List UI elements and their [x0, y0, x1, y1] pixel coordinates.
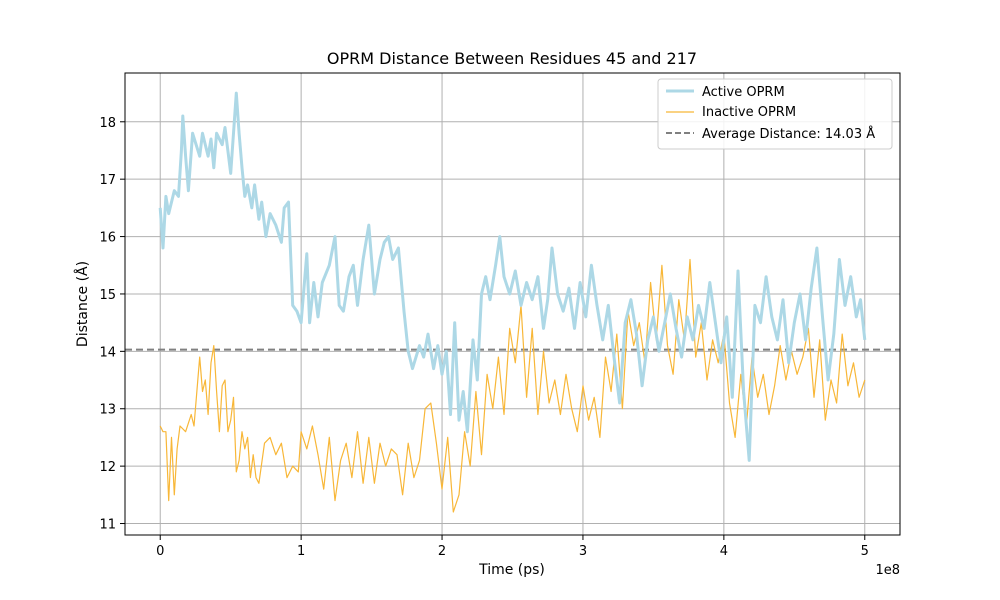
legend-label-inactive: Inactive OPRM	[702, 105, 796, 120]
plot-frame	[124, 72, 901, 536]
y-axis-label: Distance (Å)	[74, 261, 91, 347]
x-tick-label: 3	[579, 544, 587, 559]
x-axis-label: Time (ps)	[478, 562, 545, 578]
y-tick-label: 13	[99, 403, 116, 418]
legend: Active OPRM Inactive OPRM Average Distan…	[657, 78, 893, 150]
y-axis-ticks: 11 12 13 14 15 16 17 18	[99, 116, 125, 533]
series-line-inactive-oprm	[159, 258, 866, 513]
series-line-active-oprm	[158, 91, 867, 462]
y-tick-label: 14	[99, 345, 116, 360]
y-tick-label: 12	[99, 460, 116, 475]
x-tick-label: 5	[861, 544, 869, 559]
x-axis-scale-label: 1e8	[875, 563, 900, 578]
legend-box	[657, 78, 893, 150]
chart-title: OPRM Distance Between Residues 45 and 21…	[327, 49, 697, 68]
series-layer	[158, 91, 867, 513]
y-tick-label: 18	[99, 116, 116, 131]
x-tick-label: 2	[438, 544, 446, 559]
legend-label-average: Average Distance: 14.03 Å	[702, 126, 875, 142]
x-tick-label: 0	[156, 544, 164, 559]
y-tick-label: 16	[99, 231, 116, 246]
x-axis-ticks: 0 1 2 3 4 5	[156, 535, 869, 559]
y-tick-label: 17	[99, 173, 116, 188]
x-tick-label: 4	[720, 544, 728, 559]
x-tick-label: 1	[297, 544, 305, 559]
legend-label-active: Active OPRM	[702, 85, 785, 100]
y-tick-label: 11	[99, 518, 116, 533]
y-tick-label: 15	[99, 288, 116, 303]
